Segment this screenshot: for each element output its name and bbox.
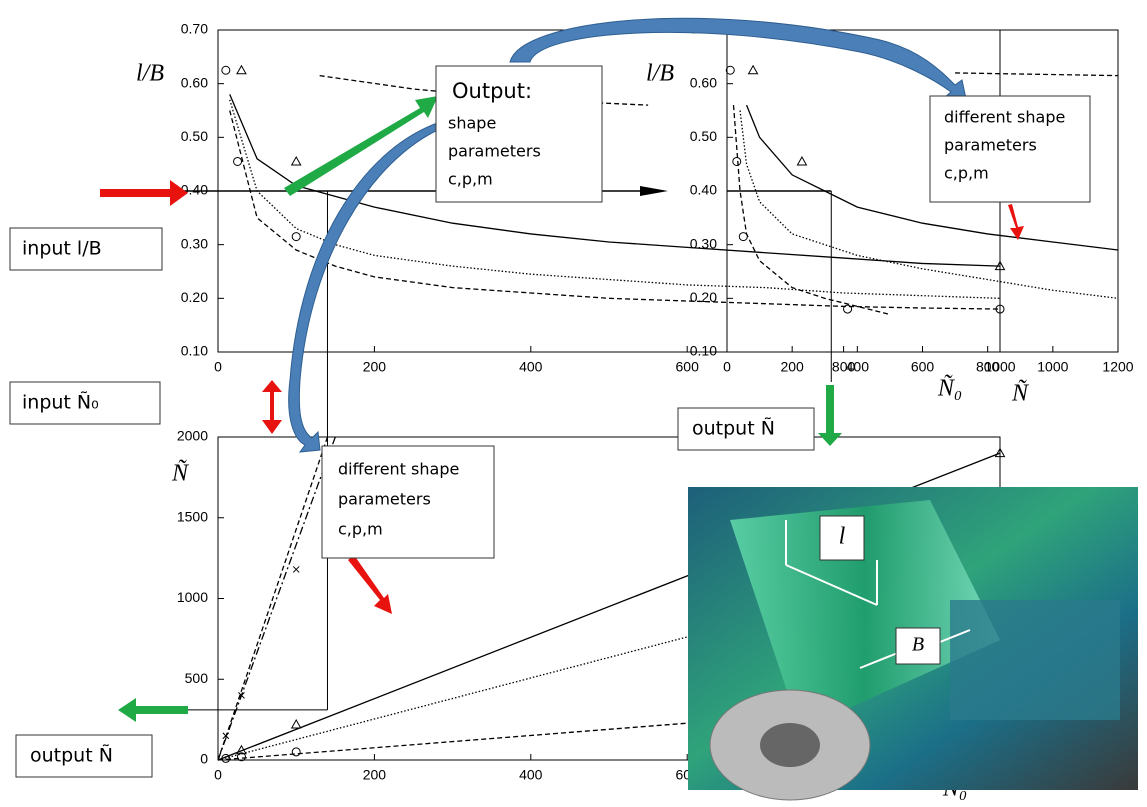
y-tick-label: 0.50 — [181, 128, 208, 144]
x-tick-label: 1000 — [1037, 359, 1068, 375]
output-label: output Ñ — [692, 417, 775, 440]
photo-label: l — [839, 524, 846, 550]
photo-label: B — [912, 634, 924, 656]
x-tick-label: 0 — [723, 359, 731, 375]
marker — [292, 748, 300, 756]
box-text: Output: — [452, 79, 532, 103]
series-line — [955, 73, 1118, 76]
x-axis-label: Ñ — [1011, 380, 1030, 407]
x-tick-label: 800 — [976, 359, 1000, 375]
input-label: input Ñ₀ — [22, 391, 99, 414]
diagram: 0.10 0.20 0.30 0.40 0.50 0.60 0.70 0 200 400 600 80… — [0, 0, 1147, 807]
y-tick-label: 0.20 — [181, 289, 208, 305]
marker — [797, 157, 806, 165]
y-tick-label: 0.60 — [690, 74, 717, 90]
y-tick-label: 1500 — [177, 508, 208, 524]
y-tick-label: 0.10 — [181, 343, 208, 359]
y-tick-label: 0 — [200, 751, 208, 767]
x-tick-label: 600 — [911, 359, 935, 375]
x-tick-label: 400 — [519, 359, 543, 375]
series-line — [218, 437, 335, 760]
photo: l B — [688, 487, 1138, 800]
input-label: input l/B — [22, 238, 102, 260]
x-tick-label: 0 — [214, 767, 222, 783]
y-tick-label: 2000 — [177, 428, 208, 444]
x-tick-label: 1200 — [1102, 359, 1133, 375]
x-tick-label: 600 — [676, 359, 700, 375]
marker — [844, 305, 852, 313]
y-tick-label: 0.50 — [690, 128, 717, 144]
y-tick-label: 1000 — [177, 589, 208, 605]
marker — [292, 720, 301, 728]
box-text: parameters — [944, 136, 1037, 155]
x-tick-label: 0 — [214, 359, 222, 375]
x-axis-label: Ñ₀ — [937, 375, 962, 402]
box-text: c,p,m — [338, 520, 383, 539]
y-tick-label: 500 — [185, 670, 209, 686]
series-line — [218, 437, 327, 760]
y-axis-label: l/B — [136, 61, 164, 87]
y-tick-label: 0.10 — [690, 343, 717, 359]
marker — [222, 66, 230, 74]
box-text: c,p,m — [448, 170, 493, 189]
marker — [292, 233, 300, 241]
box-text: c,p,m — [944, 164, 989, 183]
y-axis-label: l/B — [646, 61, 674, 87]
x-tick-label: 200 — [780, 359, 804, 375]
box-text: parameters — [448, 142, 541, 161]
x-tick-label: 400 — [519, 767, 543, 783]
y-axis-label: Ñ — [171, 460, 190, 487]
marker — [749, 66, 758, 74]
x-tick-label: 200 — [363, 359, 387, 375]
marker — [237, 66, 246, 74]
y-tick-label: 0.20 — [690, 289, 717, 305]
marker — [292, 157, 301, 165]
y-tick-label: 0.40 — [690, 182, 717, 198]
series-line — [230, 94, 1000, 266]
y-tick-label: 0.70 — [181, 21, 208, 37]
box-text: shape — [448, 114, 496, 133]
box-text: parameters — [338, 490, 431, 509]
box-text: different shape — [944, 108, 1065, 127]
y-tick-label: 0.30 — [690, 235, 717, 251]
x-tick-label: 400 — [846, 359, 870, 375]
marker — [293, 566, 299, 572]
marker — [234, 157, 242, 165]
marker — [739, 233, 747, 241]
x-tick-label: 200 — [363, 767, 387, 783]
marker — [733, 157, 741, 165]
output-label: output Ñ — [30, 744, 113, 767]
y-tick-label: 0.60 — [181, 74, 208, 90]
y-tick-label: 0.40 — [181, 182, 208, 198]
box-text: different shape — [338, 460, 459, 479]
lookup-arrowhead — [640, 186, 668, 196]
y-tick-label: 0.30 — [181, 235, 208, 251]
